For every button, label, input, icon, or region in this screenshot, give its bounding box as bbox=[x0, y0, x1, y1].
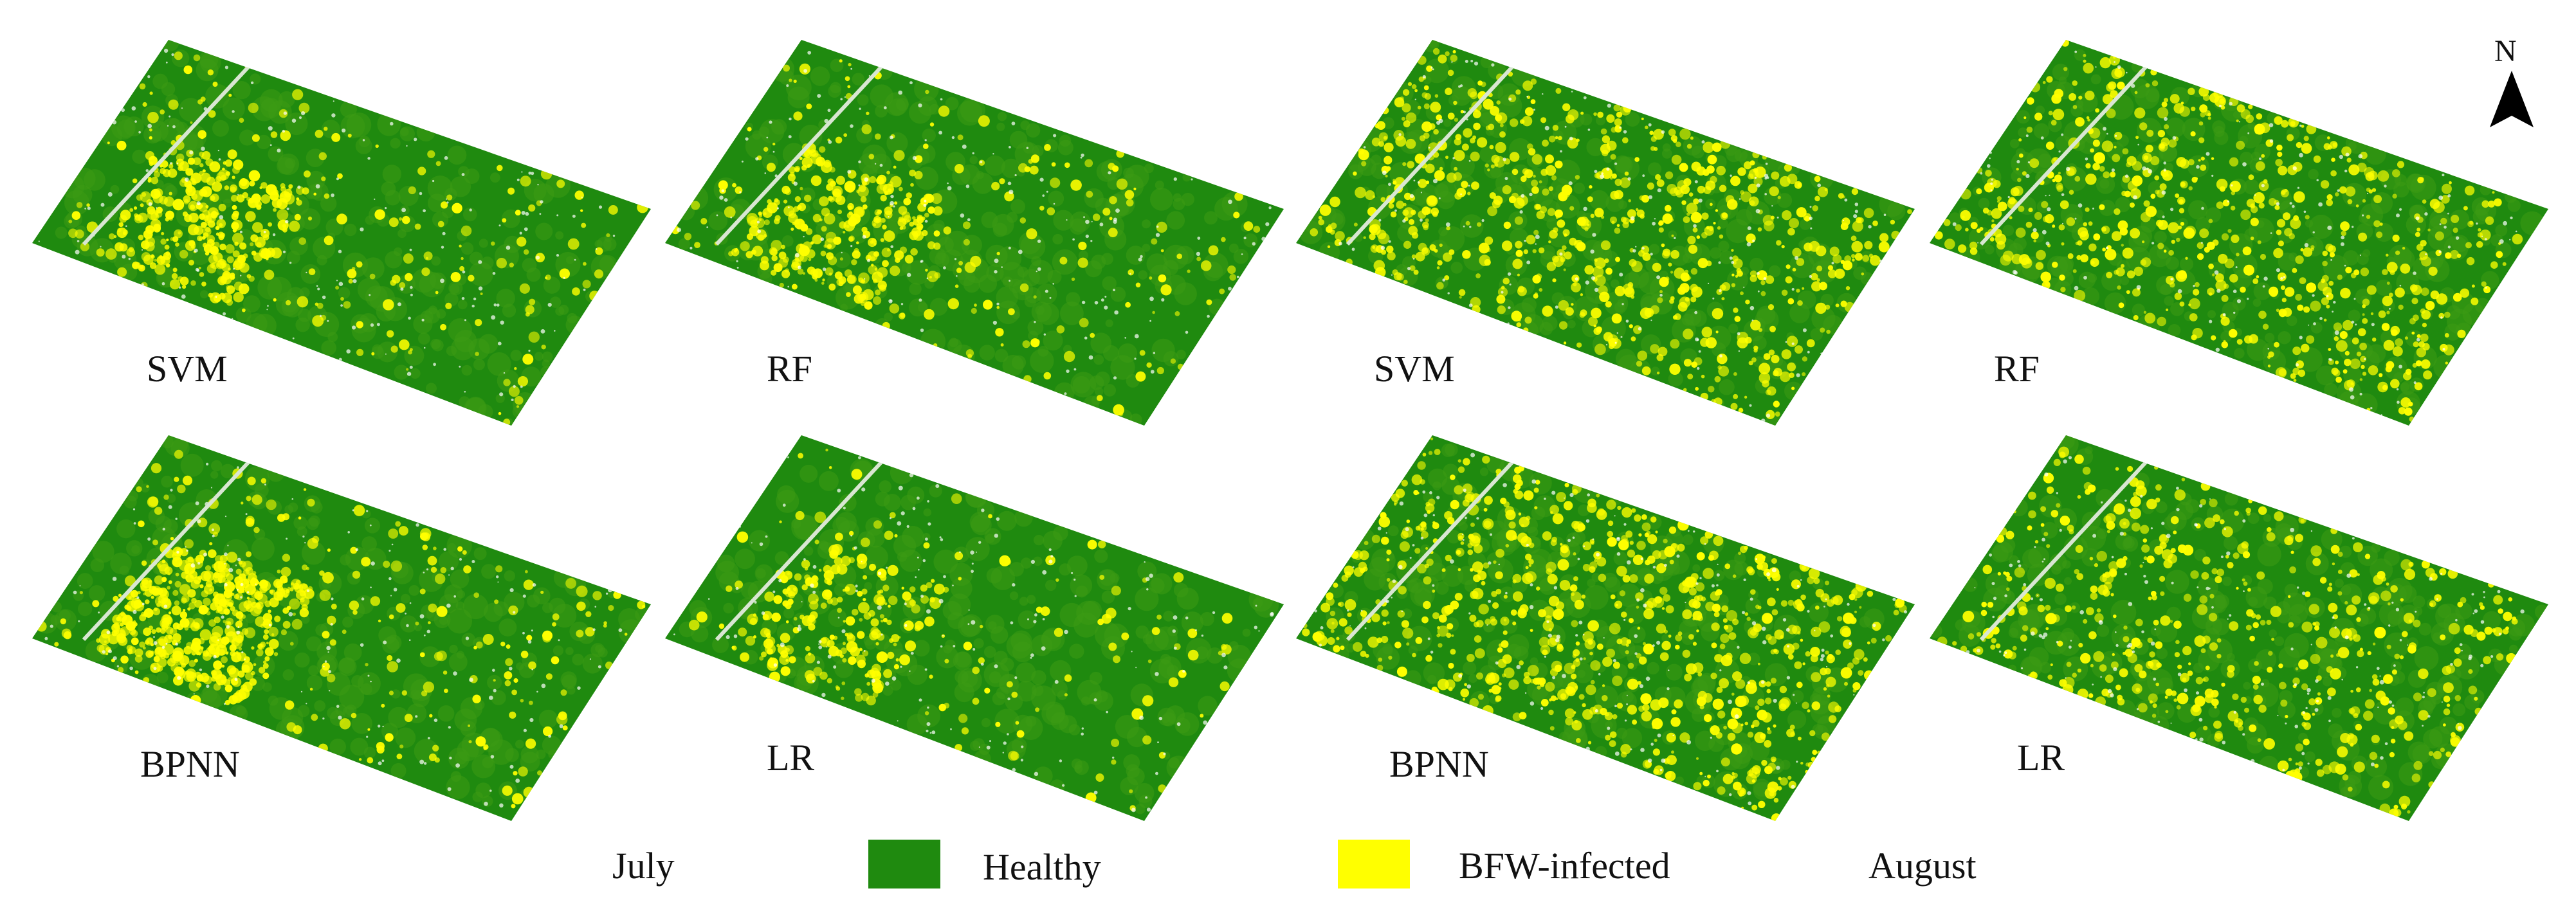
legend-healthy-swatch bbox=[868, 840, 940, 888]
map-panel-august-svm bbox=[1296, 40, 1915, 426]
panel-label-august-svm: SVM bbox=[1374, 348, 1455, 390]
field-healthy-area bbox=[32, 435, 651, 821]
map-panel-july-lr bbox=[665, 435, 1284, 821]
map-panel-august-bpnn bbox=[1296, 435, 1915, 821]
north-label: N bbox=[2494, 34, 2517, 68]
panel-label-july-rf: RF bbox=[767, 348, 812, 390]
road-line bbox=[715, 458, 886, 642]
road-line bbox=[1979, 458, 2150, 642]
road-line bbox=[1346, 62, 1517, 246]
road-line bbox=[82, 62, 253, 246]
legend-infected-label: BFW-infected bbox=[1459, 845, 1670, 887]
panel-label-july-lr: LR bbox=[767, 737, 815, 779]
map-panel-july-rf bbox=[665, 40, 1284, 426]
panel-label-august-rf: RF bbox=[1994, 348, 2040, 390]
legend-infected-swatch bbox=[1338, 840, 1410, 888]
map-panel-july-bpnn bbox=[32, 435, 651, 821]
panel-label-august-bpnn: BPNN bbox=[1389, 743, 1489, 785]
north-arrow-icon bbox=[2490, 71, 2534, 127]
panel-label-july-bpnn: BPNN bbox=[140, 743, 240, 785]
panel-label-july-svm: SVM bbox=[147, 348, 228, 390]
road-line bbox=[715, 62, 886, 246]
road-line bbox=[82, 458, 253, 642]
legend-month-august: August bbox=[1868, 845, 1977, 887]
map-panel-august-lr bbox=[1930, 435, 2548, 821]
legend-healthy-label: Healthy bbox=[983, 846, 1101, 888]
map-panel-august-rf bbox=[1930, 40, 2548, 426]
panel-label-august-lr: LR bbox=[2017, 737, 2065, 779]
road-line bbox=[1346, 458, 1517, 642]
legend-month-july: July bbox=[612, 845, 675, 887]
road-line bbox=[1979, 62, 2150, 246]
map-panel-july-svm bbox=[32, 40, 651, 426]
